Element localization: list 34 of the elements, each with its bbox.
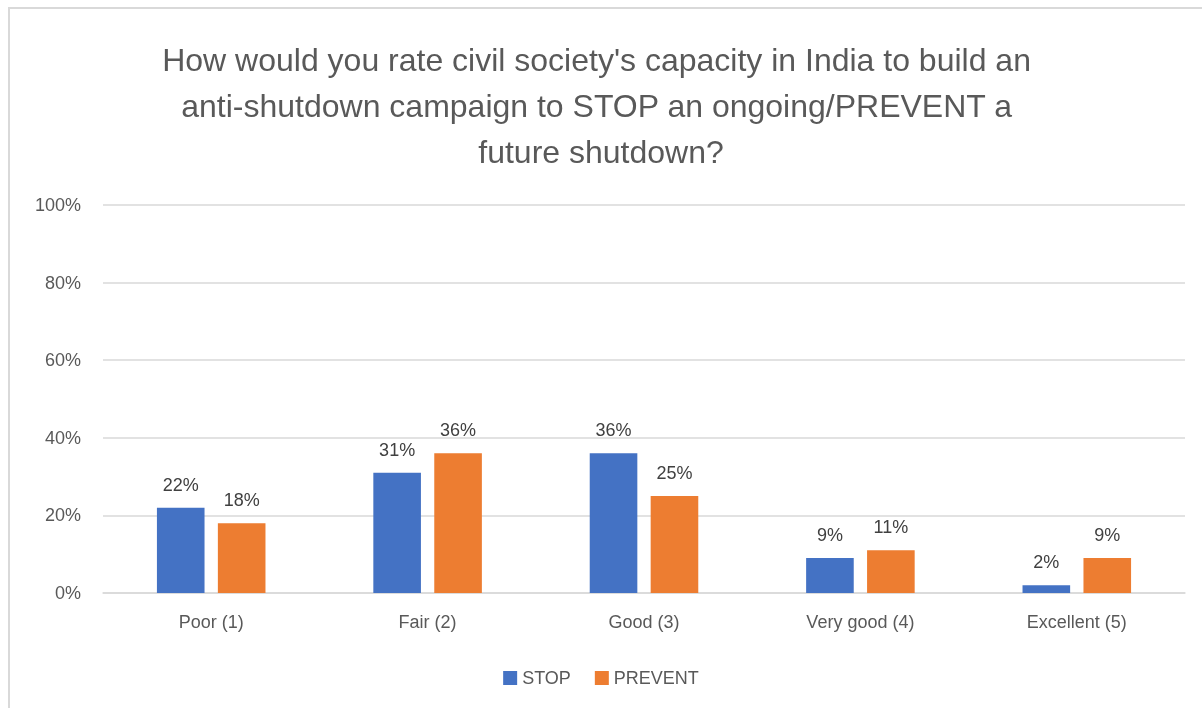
y-tick-label: 40% (44, 427, 81, 448)
bar (373, 472, 421, 593)
x-tick-label: Excellent (5) (1026, 612, 1127, 632)
x-tick-label: Very good (4) (806, 612, 915, 632)
y-tick-label: 100% (34, 195, 81, 215)
x-tick-label: Good (3) (608, 612, 680, 632)
data-label: 9% (816, 525, 843, 546)
data-label: 2% (1033, 552, 1060, 573)
data-label: 31% (379, 439, 416, 460)
x-tick-label: Fair (2) (398, 612, 457, 632)
bar (217, 523, 266, 593)
bar (156, 507, 205, 593)
data-label: 18% (223, 490, 260, 511)
bar (589, 453, 638, 593)
y-tick-label: 80% (44, 272, 81, 293)
y-tick-label: 60% (44, 350, 81, 371)
data-label: 36% (595, 420, 632, 441)
data-label: 22% (162, 474, 199, 495)
chart-title: How would you rate civil society's capacity in India to build an anti-shutdown campaign to STOP an ongoing/PREVENT a future shutdown? (162, 42, 1040, 170)
data-label: 11% (873, 517, 909, 538)
data-label: 25% (656, 463, 693, 483)
legend-label: STOP (522, 668, 571, 688)
data-label: 36% (440, 420, 477, 441)
bar (1022, 585, 1071, 593)
data-label: 9% (1094, 525, 1121, 546)
x-tick-label: Poor (1) (178, 612, 244, 632)
legend-label: PREVENT (613, 668, 699, 688)
bar (650, 496, 699, 593)
bar (434, 453, 482, 593)
bar (1083, 558, 1132, 593)
bar (806, 558, 854, 593)
y-tick-label: 20% (44, 505, 81, 526)
y-tick-label: 0% (54, 583, 81, 603)
bar (867, 550, 915, 593)
